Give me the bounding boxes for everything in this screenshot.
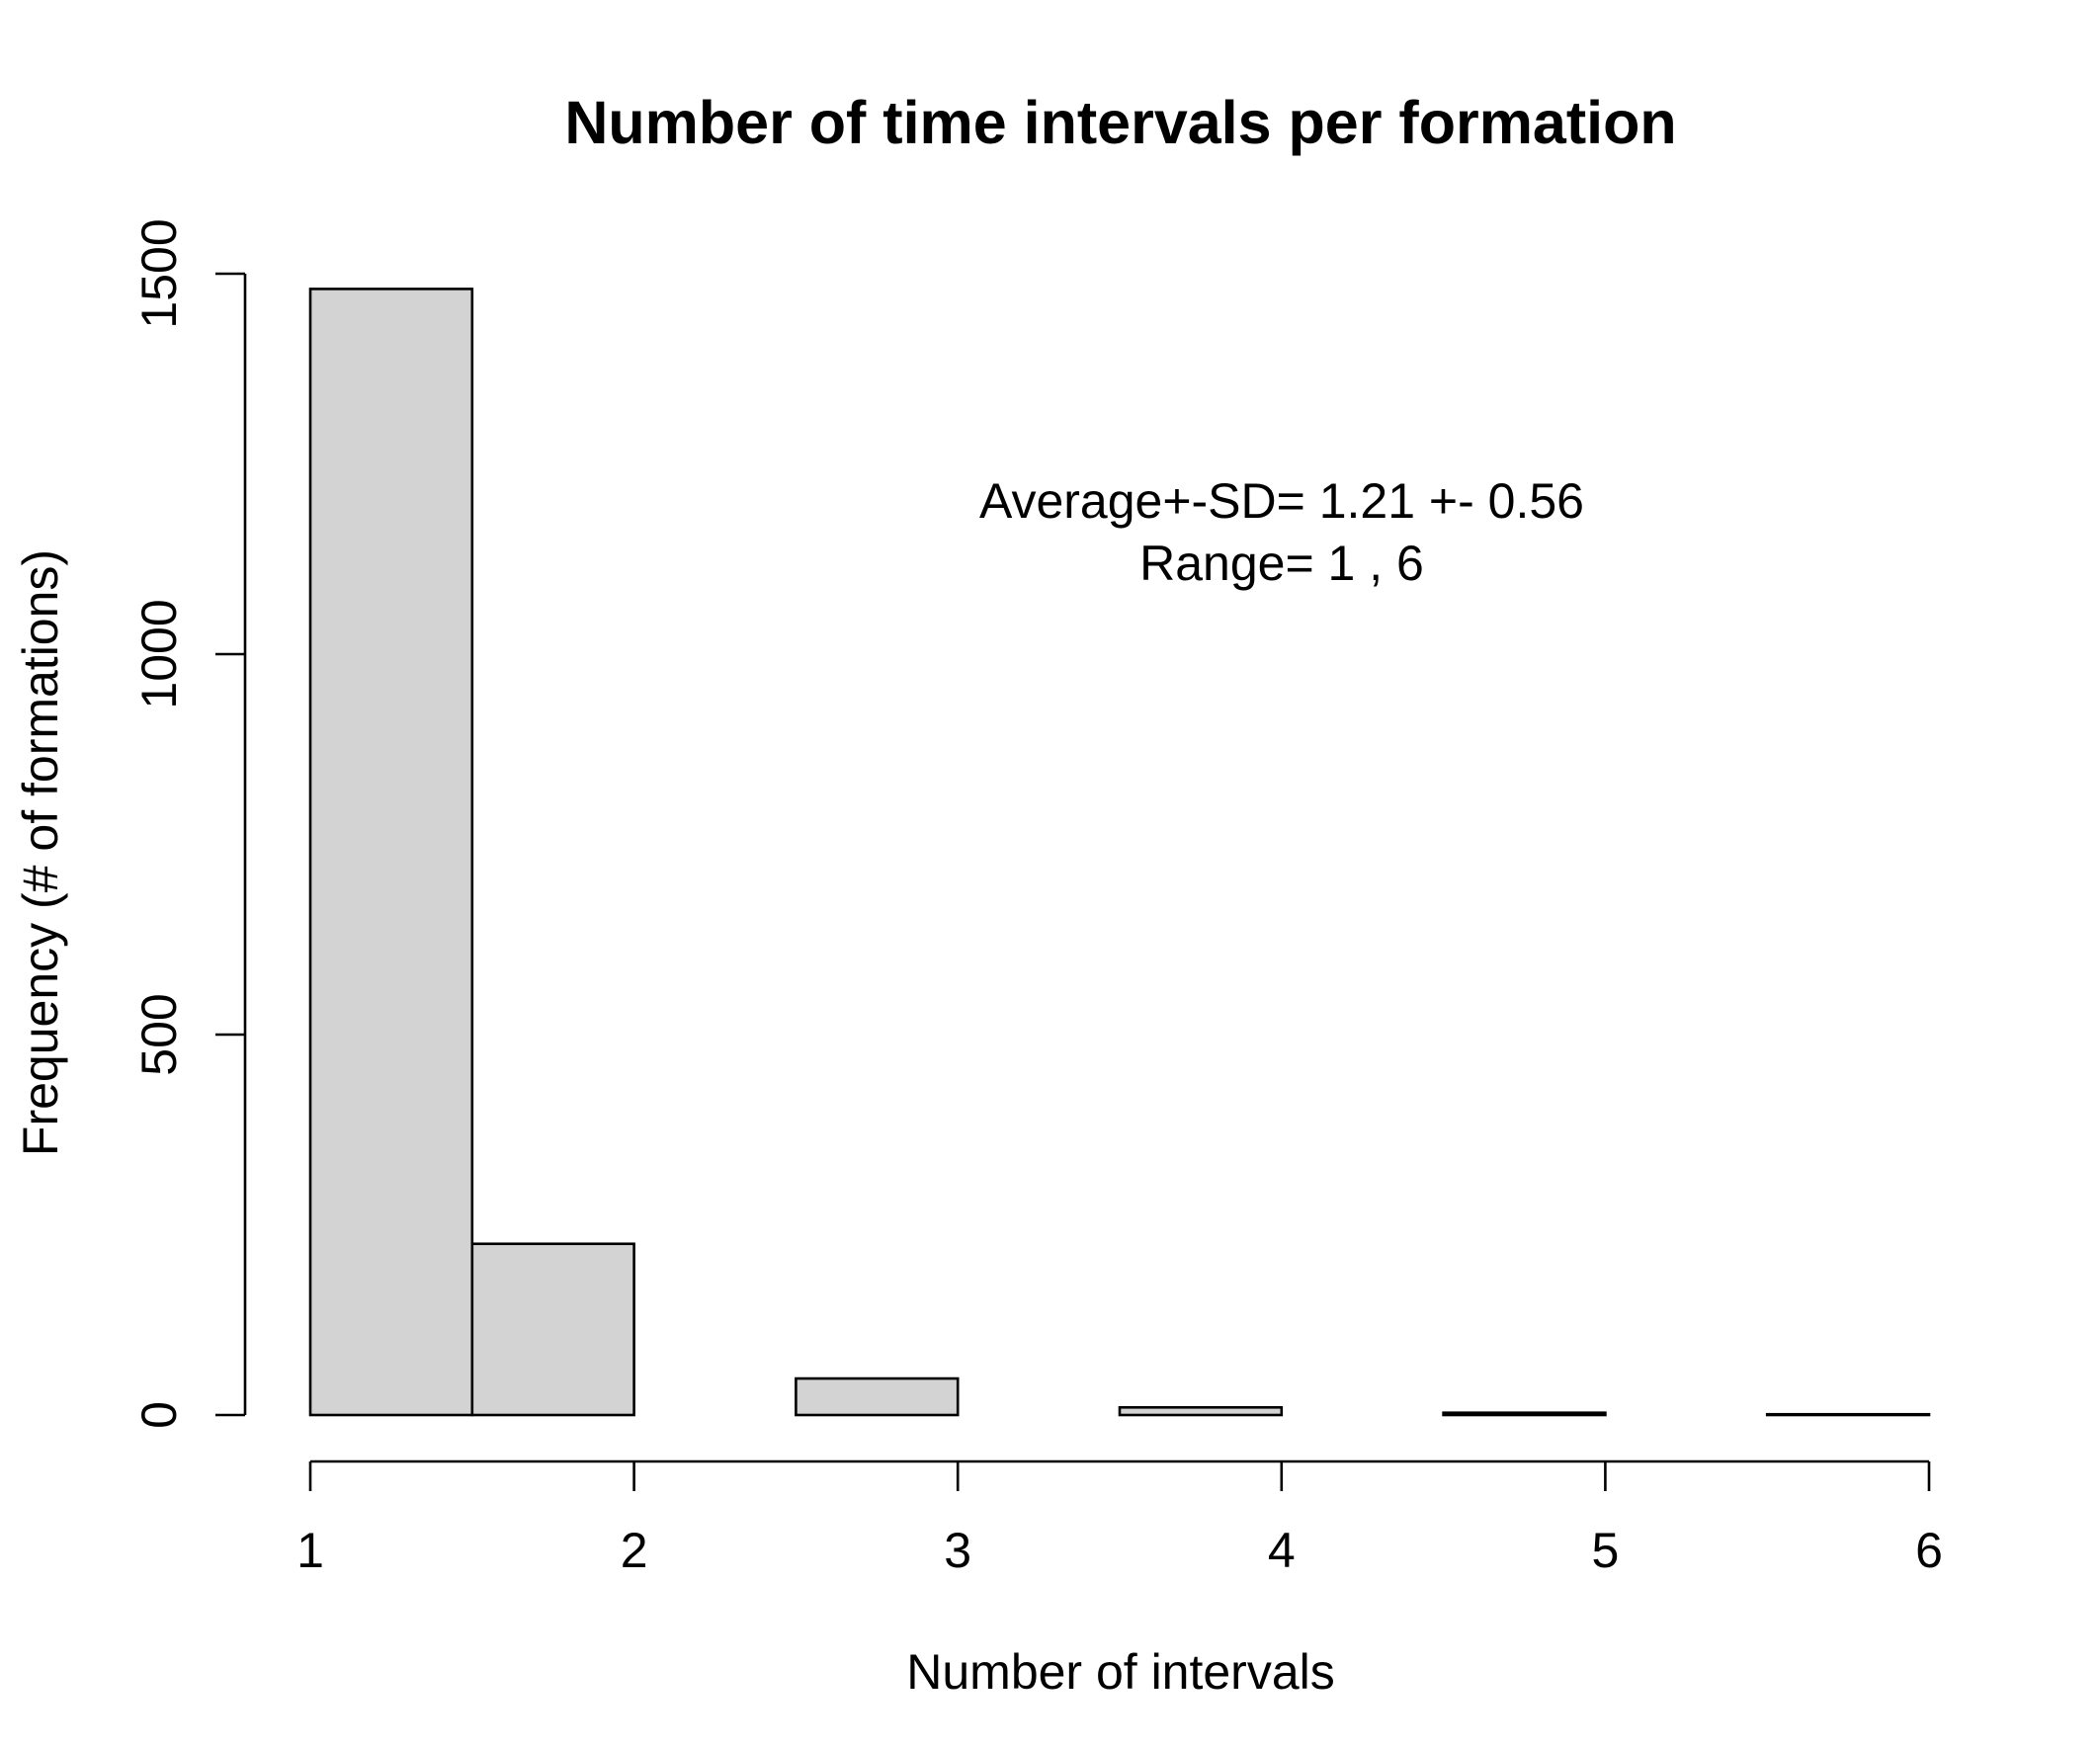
histogram-bar-2 (470, 1242, 635, 1417)
chart-title: Number of time intervals per formation (564, 89, 1676, 156)
x-axis-label: Number of intervals (906, 1644, 1335, 1700)
bars-group (308, 288, 1931, 1417)
annotation-average-sd: Average+-SD= 1.21 +- 0.56 (979, 473, 1584, 529)
histogram-bar-1 (308, 288, 474, 1417)
histogram-bar-8 (1442, 1411, 1607, 1417)
x-tick-label-2: 2 (621, 1523, 648, 1578)
y-tick-label-1500: 1500 (131, 218, 187, 328)
x-tick-label-4: 4 (1268, 1523, 1296, 1578)
y-tick-label-0: 0 (131, 1401, 187, 1429)
y-tick-label-500: 500 (131, 993, 187, 1075)
y-axis-label: Frequency (# of formations) (13, 549, 68, 1156)
x-tick-label-6: 6 (1915, 1523, 1943, 1578)
annotation-range: Range= 1 , 6 (1139, 536, 1424, 591)
x-tick-label-1: 1 (296, 1523, 324, 1578)
x-axis: 1 2 3 4 5 6 (296, 1459, 1943, 1578)
x-tick-label-3: 3 (944, 1523, 971, 1578)
x-tick-label-5: 5 (1591, 1523, 1619, 1578)
histogram-bar-6 (1118, 1406, 1284, 1417)
y-axis: 0 500 1000 1500 (131, 218, 247, 1429)
histogram-bar-10 (1765, 1412, 1931, 1417)
y-tick-label-1000: 1000 (131, 599, 187, 708)
histogram-bar-4 (795, 1376, 960, 1417)
